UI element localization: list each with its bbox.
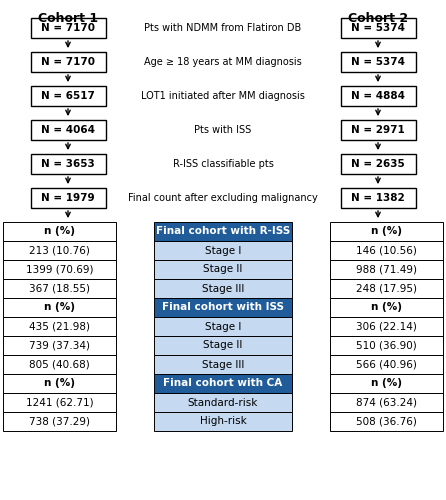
Text: Final cohort with ISS: Final cohort with ISS bbox=[162, 302, 284, 312]
Bar bbox=[330, 317, 443, 336]
Text: N = 5374: N = 5374 bbox=[351, 57, 405, 67]
Text: 248 (17.95): 248 (17.95) bbox=[356, 284, 417, 294]
Text: Pts with NDMM from Flatiron DB: Pts with NDMM from Flatiron DB bbox=[145, 23, 301, 33]
Bar bbox=[3, 260, 116, 279]
Bar bbox=[3, 393, 116, 412]
Bar bbox=[3, 279, 116, 298]
Text: 213 (10.76): 213 (10.76) bbox=[29, 246, 90, 256]
Bar bbox=[154, 355, 292, 374]
Bar bbox=[3, 222, 116, 241]
Bar bbox=[330, 412, 443, 431]
Text: N = 7170: N = 7170 bbox=[41, 23, 95, 33]
Bar bbox=[154, 317, 292, 336]
Text: N = 4884: N = 4884 bbox=[351, 91, 405, 101]
Text: 874 (63.24): 874 (63.24) bbox=[356, 398, 417, 407]
Text: High-risk: High-risk bbox=[200, 416, 246, 426]
Text: 1399 (70.69): 1399 (70.69) bbox=[26, 264, 93, 274]
Text: n (%): n (%) bbox=[371, 226, 402, 236]
Bar bbox=[3, 241, 116, 260]
Text: Final count after excluding malignancy: Final count after excluding malignancy bbox=[128, 193, 318, 203]
Text: N = 3653: N = 3653 bbox=[41, 159, 95, 169]
Bar bbox=[340, 86, 416, 106]
Text: N = 1382: N = 1382 bbox=[351, 193, 405, 203]
Bar bbox=[154, 393, 292, 412]
Text: Final cohort with R-ISS: Final cohort with R-ISS bbox=[156, 226, 290, 236]
Text: Cohort 1: Cohort 1 bbox=[38, 12, 98, 25]
Text: Pts with ISS: Pts with ISS bbox=[194, 125, 252, 135]
Text: Stage II: Stage II bbox=[203, 340, 243, 350]
Bar bbox=[154, 279, 292, 298]
Text: n (%): n (%) bbox=[371, 302, 402, 312]
Text: N = 6517: N = 6517 bbox=[41, 91, 95, 101]
Text: N = 1979: N = 1979 bbox=[41, 193, 95, 203]
Bar bbox=[330, 393, 443, 412]
Bar bbox=[330, 374, 443, 393]
Text: Stage I: Stage I bbox=[205, 246, 241, 256]
Text: 367 (18.55): 367 (18.55) bbox=[29, 284, 90, 294]
Bar bbox=[330, 222, 443, 241]
Bar bbox=[330, 241, 443, 260]
Text: n (%): n (%) bbox=[371, 378, 402, 388]
Bar bbox=[154, 241, 292, 260]
Text: 805 (40.68): 805 (40.68) bbox=[29, 360, 90, 370]
Text: n (%): n (%) bbox=[44, 226, 75, 236]
Text: 988 (71.49): 988 (71.49) bbox=[356, 264, 417, 274]
Bar bbox=[154, 260, 292, 279]
Text: N = 5374: N = 5374 bbox=[351, 23, 405, 33]
Bar bbox=[154, 412, 292, 431]
Text: 739 (37.34): 739 (37.34) bbox=[29, 340, 90, 350]
Bar bbox=[154, 298, 292, 317]
Text: Stage III: Stage III bbox=[202, 360, 244, 370]
Text: Cohort 2: Cohort 2 bbox=[348, 12, 408, 25]
Bar bbox=[154, 374, 292, 393]
Text: Standard-risk: Standard-risk bbox=[188, 398, 258, 407]
Text: 510 (36.90): 510 (36.90) bbox=[356, 340, 417, 350]
Bar bbox=[3, 374, 116, 393]
Bar bbox=[3, 355, 116, 374]
Bar bbox=[340, 52, 416, 72]
Bar bbox=[30, 18, 106, 38]
Text: 146 (10.56): 146 (10.56) bbox=[356, 246, 417, 256]
Text: 1241 (62.71): 1241 (62.71) bbox=[26, 398, 93, 407]
Text: Age ≥ 18 years at MM diagnosis: Age ≥ 18 years at MM diagnosis bbox=[144, 57, 302, 67]
Text: N = 2635: N = 2635 bbox=[351, 159, 405, 169]
Bar bbox=[340, 154, 416, 174]
Bar bbox=[30, 120, 106, 140]
Bar bbox=[330, 298, 443, 317]
Bar bbox=[3, 412, 116, 431]
Bar bbox=[30, 86, 106, 106]
Bar bbox=[3, 317, 116, 336]
Bar bbox=[330, 336, 443, 355]
Text: Stage I: Stage I bbox=[205, 322, 241, 332]
Text: N = 4064: N = 4064 bbox=[41, 125, 95, 135]
Bar bbox=[330, 279, 443, 298]
Bar bbox=[340, 188, 416, 208]
Bar bbox=[30, 52, 106, 72]
Text: n (%): n (%) bbox=[44, 378, 75, 388]
Bar bbox=[330, 260, 443, 279]
Text: 306 (22.14): 306 (22.14) bbox=[356, 322, 417, 332]
Bar bbox=[30, 154, 106, 174]
Text: 566 (40.96): 566 (40.96) bbox=[356, 360, 417, 370]
Bar bbox=[154, 336, 292, 355]
Bar bbox=[330, 355, 443, 374]
Text: Final cohort with CA: Final cohort with CA bbox=[163, 378, 283, 388]
Text: Stage III: Stage III bbox=[202, 284, 244, 294]
Text: N = 2971: N = 2971 bbox=[351, 125, 405, 135]
Bar bbox=[340, 120, 416, 140]
Bar bbox=[30, 188, 106, 208]
Text: Stage II: Stage II bbox=[203, 264, 243, 274]
Text: 435 (21.98): 435 (21.98) bbox=[29, 322, 90, 332]
Bar bbox=[3, 336, 116, 355]
Text: R-ISS classifiable pts: R-ISS classifiable pts bbox=[173, 159, 273, 169]
Text: LOT1 initiated after MM diagnosis: LOT1 initiated after MM diagnosis bbox=[141, 91, 305, 101]
Text: 508 (36.76): 508 (36.76) bbox=[356, 416, 417, 426]
Text: 738 (37.29): 738 (37.29) bbox=[29, 416, 90, 426]
Bar bbox=[340, 18, 416, 38]
Bar bbox=[154, 222, 292, 241]
Text: n (%): n (%) bbox=[44, 302, 75, 312]
Bar bbox=[3, 298, 116, 317]
Text: N = 7170: N = 7170 bbox=[41, 57, 95, 67]
